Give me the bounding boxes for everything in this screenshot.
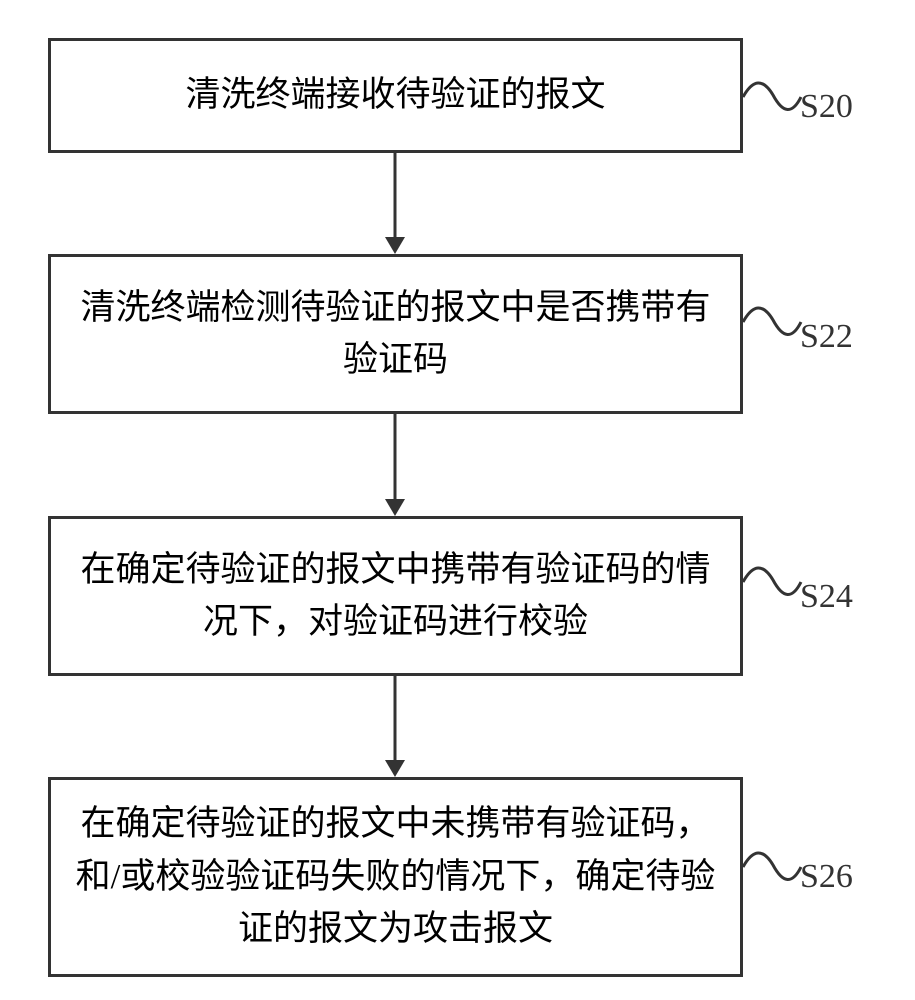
flowchart-step-2-text: 清洗终端检测待验证的报文中是否携带有验证码 [71, 282, 720, 387]
flowchart-step-1-text: 清洗终端接收待验证的报文 [185, 69, 605, 122]
label-connector-3 [743, 560, 803, 605]
flowchart-step-2: 清洗终端检测待验证的报文中是否携带有验证码 [48, 254, 743, 414]
flowchart-step-4-text: 在确定待验证的报文中未携带有验证码，和/或校验验证码失败的情况下，确定待验证的报… [71, 798, 720, 956]
flowchart-step-3: 在确定待验证的报文中携带有验证码的情况下，对验证码进行校验 [48, 516, 743, 676]
flowchart-step-3-label: S24 [800, 578, 853, 616]
flowchart-container: 清洗终端接收待验证的报文 S20 清洗终端检测待验证的报文中是否携带有验证码 S… [0, 0, 915, 1000]
flowchart-step-1: 清洗终端接收待验证的报文 [48, 38, 743, 153]
flowchart-step-4: 在确定待验证的报文中未携带有验证码，和/或校验验证码失败的情况下，确定待验证的报… [48, 777, 743, 977]
flowchart-step-3-text: 在确定待验证的报文中携带有验证码的情况下，对验证码进行校验 [71, 544, 720, 649]
flowchart-step-1-label: S20 [800, 88, 853, 126]
label-connector-2 [743, 300, 803, 345]
label-connector-1 [743, 75, 803, 120]
flowchart-arrow-1 [381, 153, 409, 255]
flowchart-arrow-2 [381, 414, 409, 517]
flowchart-arrow-3 [381, 676, 409, 778]
flowchart-step-4-label: S26 [800, 858, 853, 896]
flowchart-step-2-label: S22 [800, 318, 853, 356]
label-connector-4 [743, 845, 803, 890]
